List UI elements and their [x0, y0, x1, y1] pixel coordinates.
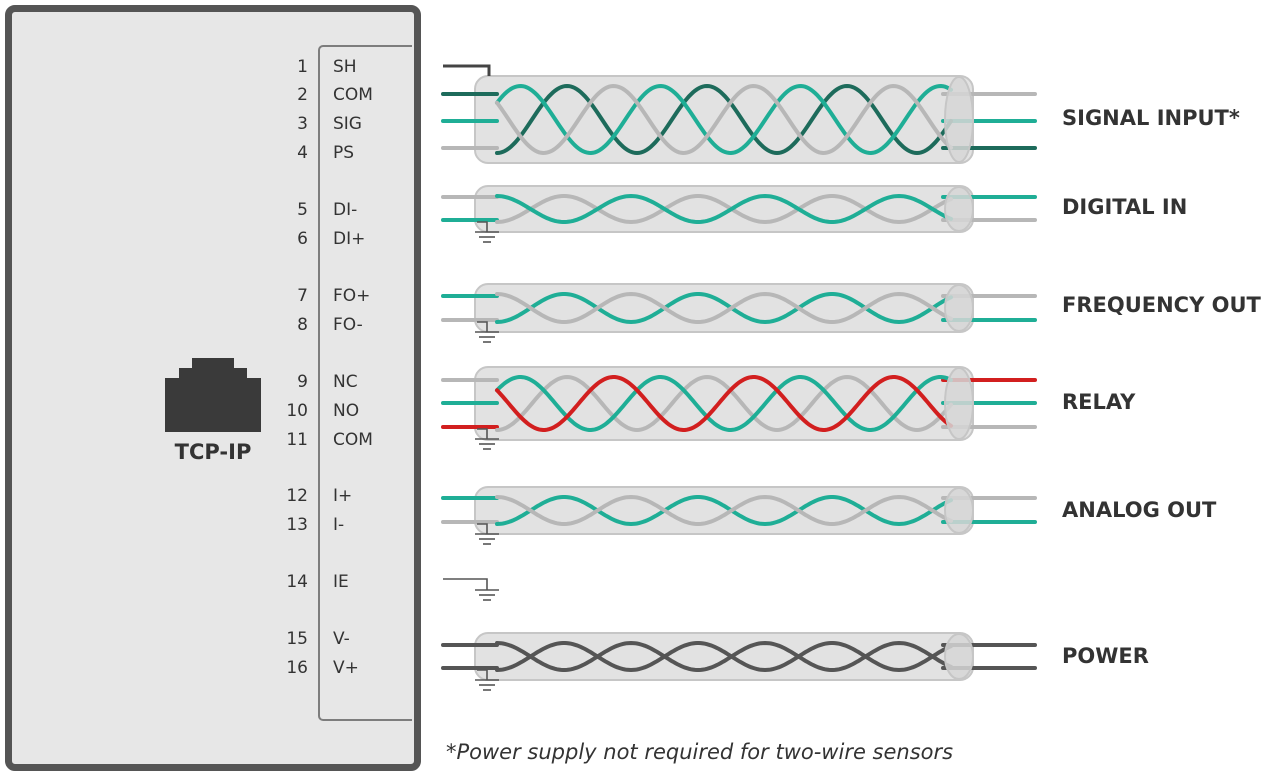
cable-label-relay: RELAY — [1062, 390, 1136, 414]
terminal-name: NO — [333, 401, 360, 421]
twisted-wire — [495, 292, 953, 325]
terminal-name: PS — [333, 143, 355, 163]
terminal-name: I- — [333, 515, 345, 535]
rj45-port-icon — [165, 358, 261, 432]
terminal-name: SH — [333, 57, 357, 77]
cable-end-cap — [944, 76, 974, 163]
terminal-name: COM — [333, 85, 373, 105]
cable-end-cap — [944, 186, 974, 232]
cable-label-signal-input: SIGNAL INPUT* — [1062, 106, 1240, 130]
footnote: *Power supply not required for two-wire … — [446, 740, 954, 764]
terminal-number: 7 — [297, 286, 308, 306]
ground-symbol-icon-lead — [477, 221, 488, 232]
terminal-number: 13 — [286, 515, 308, 535]
cable-label-power: POWER — [1062, 644, 1149, 668]
terminal-number: 8 — [297, 315, 308, 335]
ie-ground-lead — [443, 578, 488, 590]
terminal-number: 4 — [297, 143, 308, 163]
cable-shield-tube — [474, 185, 974, 233]
twisted-wire — [495, 83, 953, 156]
cable-end-cap — [944, 284, 974, 332]
twisted-wire — [495, 641, 953, 673]
ground-symbol-icon-lead — [477, 321, 488, 332]
twisted-wire — [495, 374, 953, 433]
terminal-number: 16 — [286, 658, 308, 678]
ground-symbol-icon-lead — [477, 523, 488, 534]
cable-end-cap — [944, 633, 974, 680]
twisted-wire — [495, 194, 953, 225]
terminal-block — [318, 45, 412, 721]
cable-end-cap — [944, 367, 974, 440]
terminal-name: NC — [333, 372, 358, 392]
cable-shield-tube — [474, 486, 974, 535]
twisted-wire — [495, 495, 953, 527]
twisted-wire — [495, 193, 953, 224]
terminal-number: 14 — [286, 572, 308, 592]
twisted-wire — [495, 83, 953, 156]
terminal-name: COM — [333, 430, 373, 450]
terminal-name: FO+ — [333, 286, 371, 306]
terminal-number: 12 — [286, 486, 308, 506]
terminal-number: 3 — [297, 114, 308, 134]
twisted-wire — [495, 83, 953, 156]
ground-symbol-icon-lead — [477, 669, 488, 680]
shield-drain-wire — [443, 64, 491, 76]
twisted-wire — [495, 375, 953, 432]
terminal-name: SIG — [333, 114, 362, 134]
twisted-wire — [495, 375, 953, 432]
terminal-name: I+ — [333, 486, 353, 506]
terminal-name: DI- — [333, 200, 358, 220]
terminal-number: 2 — [297, 85, 308, 105]
terminal-name: V+ — [333, 658, 359, 678]
cable-end-cap — [944, 487, 974, 534]
terminal-number: 15 — [286, 629, 308, 649]
cable-shield-tube — [474, 632, 974, 681]
terminal-number: 10 — [286, 401, 308, 421]
cable-label-digital-in: DIGITAL IN — [1062, 195, 1188, 219]
ground-symbol-icon-lead — [477, 428, 488, 439]
terminal-number: 6 — [297, 229, 308, 249]
twisted-wire — [495, 494, 953, 526]
terminal-number: 9 — [297, 372, 308, 392]
twisted-wire — [495, 640, 953, 672]
terminal-name: IE — [333, 572, 349, 592]
terminal-name: V- — [333, 629, 350, 649]
cable-shield-tube — [474, 283, 974, 333]
tcp-ip-label: TCP-IP — [174, 440, 252, 464]
cable-label-analog-out: ANALOG OUT — [1062, 498, 1217, 522]
twisted-wire — [495, 291, 953, 324]
terminal-number: 1 — [297, 57, 308, 77]
terminal-number: 5 — [297, 200, 308, 220]
cable-label-frequency-out: FREQUENCY OUT — [1062, 293, 1261, 317]
terminal-name: DI+ — [333, 229, 366, 249]
terminal-name: FO- — [333, 315, 363, 335]
terminal-number: 11 — [286, 430, 308, 450]
